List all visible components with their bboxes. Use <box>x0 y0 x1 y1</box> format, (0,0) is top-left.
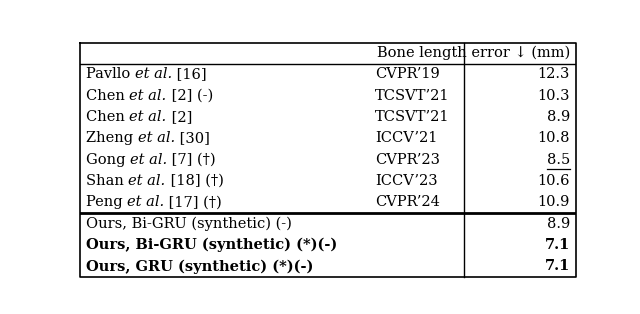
Text: et al.: et al. <box>129 89 166 103</box>
Text: 10.8: 10.8 <box>538 132 570 145</box>
Text: Ours, Bi-GRU (synthetic) (*)(-): Ours, Bi-GRU (synthetic) (*)(-) <box>86 238 337 252</box>
Text: 8.9: 8.9 <box>547 217 570 231</box>
Text: 10.9: 10.9 <box>538 195 570 209</box>
Text: et al.: et al. <box>130 153 167 167</box>
Text: et al.: et al. <box>138 132 175 145</box>
Text: [7] (†): [7] (†) <box>167 153 216 167</box>
Text: Chen: Chen <box>86 110 129 124</box>
Text: ICCV’23: ICCV’23 <box>375 174 438 188</box>
Text: 7.1: 7.1 <box>545 238 570 252</box>
Text: Shan: Shan <box>86 174 129 188</box>
Text: [2]: [2] <box>166 110 192 124</box>
Text: 8.5: 8.5 <box>547 153 570 167</box>
Text: 8.9: 8.9 <box>547 110 570 124</box>
Text: et al.: et al. <box>129 174 166 188</box>
Text: 7.1: 7.1 <box>545 259 570 273</box>
Text: Peng: Peng <box>86 195 127 209</box>
Text: [18] (†): [18] (†) <box>166 174 223 188</box>
Text: Ours, Bi-GRU (synthetic) (-): Ours, Bi-GRU (synthetic) (-) <box>86 217 292 231</box>
Text: ICCV’21: ICCV’21 <box>375 132 438 145</box>
Text: [16]: [16] <box>172 68 207 82</box>
Text: 10.6: 10.6 <box>538 174 570 188</box>
Text: CVPR’24: CVPR’24 <box>375 195 440 209</box>
Text: et al.: et al. <box>129 110 166 124</box>
Text: [30]: [30] <box>175 132 210 145</box>
Text: Ours, GRU (synthetic) (*)(-): Ours, GRU (synthetic) (*)(-) <box>86 259 314 273</box>
Text: et al.: et al. <box>135 68 172 82</box>
Text: et al.: et al. <box>127 195 164 209</box>
Text: 10.3: 10.3 <box>538 89 570 103</box>
Text: Chen: Chen <box>86 89 129 103</box>
Text: TCSVT’21: TCSVT’21 <box>375 110 450 124</box>
Text: Bone length error ↓ (mm): Bone length error ↓ (mm) <box>377 46 570 60</box>
Text: Zheng: Zheng <box>86 132 138 145</box>
Text: [2] (-): [2] (-) <box>166 89 213 103</box>
Text: 12.3: 12.3 <box>538 68 570 82</box>
Text: [17] (†): [17] (†) <box>164 195 222 209</box>
Text: CVPR’19: CVPR’19 <box>375 68 440 82</box>
Text: TCSVT’21: TCSVT’21 <box>375 89 450 103</box>
Text: Gong: Gong <box>86 153 130 167</box>
Text: Pavllo: Pavllo <box>86 68 135 82</box>
Text: CVPR’23: CVPR’23 <box>375 153 440 167</box>
